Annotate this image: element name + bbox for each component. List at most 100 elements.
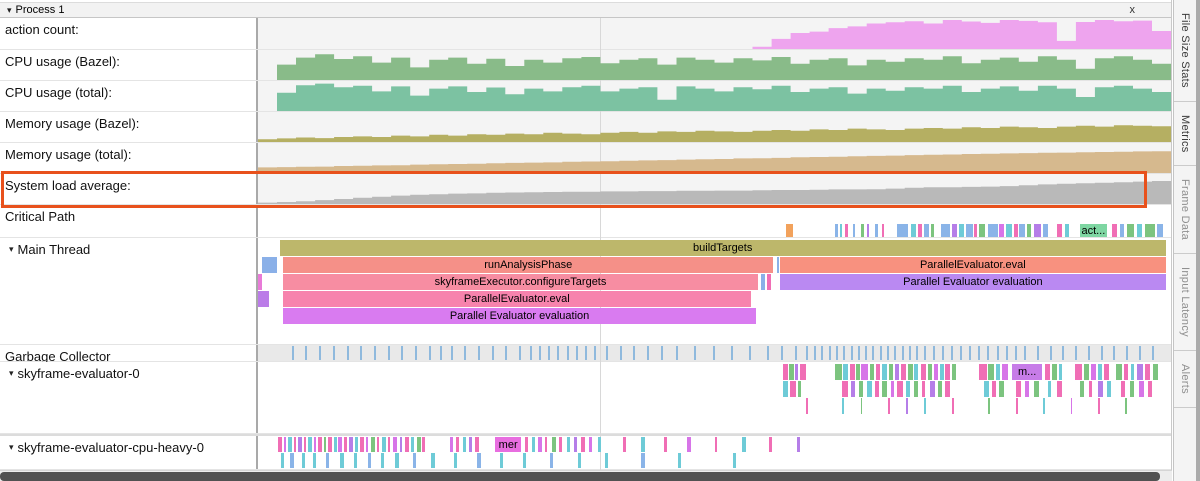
- trace-slice[interactable]: [782, 381, 788, 397]
- trace-slice[interactable]: [524, 437, 529, 452]
- trace-slice[interactable]: [732, 453, 737, 468]
- gc-event-line[interactable]: [781, 346, 784, 360]
- trace-slice[interactable]: [789, 364, 794, 380]
- gc-event-line[interactable]: [450, 346, 453, 360]
- gc-event-line[interactable]: [415, 346, 418, 360]
- thread-canvas-garbage-collector[interactable]: [258, 345, 1171, 361]
- trace-slice[interactable]: [340, 453, 344, 468]
- gc-event-line[interactable]: [530, 346, 533, 360]
- trace-slice[interactable]: [280, 453, 284, 468]
- trace-slice[interactable]: [431, 453, 436, 468]
- trace-slice[interactable]: m...: [1012, 364, 1043, 380]
- gc-event-line[interactable]: [996, 346, 999, 360]
- trace-slice[interactable]: [965, 224, 973, 237]
- trace-slice[interactable]: [794, 364, 799, 380]
- gc-event-line[interactable]: [835, 346, 838, 360]
- trace-slice[interactable]: [843, 364, 848, 380]
- process-header[interactable]: ▾ Process 1 x: [0, 2, 1171, 18]
- trace-slice[interactable]: [1043, 224, 1048, 237]
- trace-slice[interactable]: [1097, 381, 1103, 397]
- trace-slice[interactable]: [1079, 381, 1085, 397]
- gc-event-line[interactable]: [1062, 346, 1065, 360]
- trace-slice[interactable]: [776, 257, 780, 273]
- trace-slice[interactable]: [365, 437, 369, 452]
- gc-event-line[interactable]: [593, 346, 596, 360]
- gc-event-line[interactable]: [575, 346, 578, 360]
- trace-slice[interactable]: [367, 453, 372, 468]
- gc-event-line[interactable]: [373, 346, 376, 360]
- gc-event-line[interactable]: [660, 346, 663, 360]
- gc-event-line[interactable]: [557, 346, 560, 360]
- trace-slice[interactable]: act...: [1079, 224, 1108, 237]
- gc-event-line[interactable]: [1075, 346, 1078, 360]
- trace-slice[interactable]: [849, 364, 856, 380]
- trace-slice[interactable]: [906, 398, 909, 414]
- trace-slice[interactable]: buildTargets: [279, 240, 1166, 256]
- trace-slice[interactable]: [869, 364, 875, 380]
- trace-slice[interactable]: [875, 381, 879, 397]
- horizontal-scrollbar-thumb[interactable]: [0, 472, 1160, 481]
- trace-slice[interactable]: [531, 437, 535, 452]
- gc-event-line[interactable]: [439, 346, 442, 360]
- trace-slice[interactable]: [1111, 224, 1118, 237]
- trace-slice[interactable]: [597, 437, 602, 452]
- gc-event-line[interactable]: [1036, 346, 1039, 360]
- trace-slice[interactable]: [797, 381, 802, 397]
- trace-slice[interactable]: [796, 437, 801, 452]
- trace-slice[interactable]: [853, 224, 856, 237]
- trace-slice[interactable]: [1065, 224, 1069, 237]
- trace-slice[interactable]: [1084, 364, 1089, 380]
- gc-event-line[interactable]: [505, 346, 508, 360]
- gc-event-line[interactable]: [872, 346, 875, 360]
- trace-slice[interactable]: [360, 437, 364, 452]
- trace-slice[interactable]: [790, 381, 796, 397]
- trace-slice[interactable]: [890, 381, 895, 397]
- trace-slice[interactable]: [895, 364, 899, 380]
- gc-event-line[interactable]: [865, 346, 868, 360]
- trace-slice[interactable]: [1005, 224, 1013, 237]
- gc-event-line[interactable]: [491, 346, 494, 360]
- trace-slice[interactable]: [888, 364, 894, 380]
- gc-event-line[interactable]: [749, 346, 752, 360]
- trace-slice[interactable]: [1137, 364, 1143, 380]
- gc-event-line[interactable]: [814, 346, 817, 360]
- trace-slice[interactable]: [623, 437, 626, 452]
- gc-event-line[interactable]: [1087, 346, 1090, 360]
- trace-slice[interactable]: [261, 257, 278, 273]
- trace-slice[interactable]: [318, 437, 322, 452]
- trace-slice[interactable]: [842, 381, 848, 397]
- trace-slice[interactable]: ParallelEvaluator.eval: [779, 257, 1166, 273]
- trace-slice[interactable]: [387, 437, 391, 452]
- trace-slice[interactable]: [551, 437, 556, 452]
- tab-frame-data[interactable]: Frame Data: [1174, 166, 1196, 255]
- trace-slice[interactable]: [1120, 381, 1126, 397]
- trace-slice[interactable]: [664, 437, 668, 452]
- trace-slice[interactable]: [1123, 364, 1129, 380]
- trace-slice[interactable]: [860, 224, 865, 237]
- gc-event-line[interactable]: [401, 346, 404, 360]
- gc-event-line[interactable]: [566, 346, 569, 360]
- collapse-arrow-icon[interactable]: ▾: [7, 4, 12, 15]
- trace-slice[interactable]: [914, 364, 919, 380]
- trace-slice[interactable]: Parallel Evaluator evaluation: [283, 308, 757, 324]
- gc-event-line[interactable]: [305, 346, 308, 360]
- trace-slice[interactable]: [856, 364, 860, 380]
- gc-event-line[interactable]: [1100, 346, 1103, 360]
- close-button[interactable]: x: [1129, 4, 1136, 16]
- trace-slice[interactable]: [835, 224, 838, 237]
- trace-slice[interactable]: [393, 437, 397, 452]
- trace-slice[interactable]: [677, 453, 681, 468]
- gc-event-line[interactable]: [319, 346, 322, 360]
- trace-slice[interactable]: [782, 364, 789, 380]
- trace-slice[interactable]: [882, 224, 885, 237]
- trace-slice[interactable]: [835, 364, 843, 380]
- trace-slice[interactable]: [1026, 224, 1032, 237]
- gc-event-line[interactable]: [941, 346, 944, 360]
- gc-event-line[interactable]: [387, 346, 390, 360]
- trace-slice[interactable]: [581, 437, 585, 452]
- trace-slice[interactable]: [1137, 224, 1142, 237]
- gc-event-line[interactable]: [843, 346, 846, 360]
- trace-slice[interactable]: [288, 437, 292, 452]
- trace-slice[interactable]: [887, 398, 890, 414]
- trace-slice[interactable]: [1056, 381, 1063, 397]
